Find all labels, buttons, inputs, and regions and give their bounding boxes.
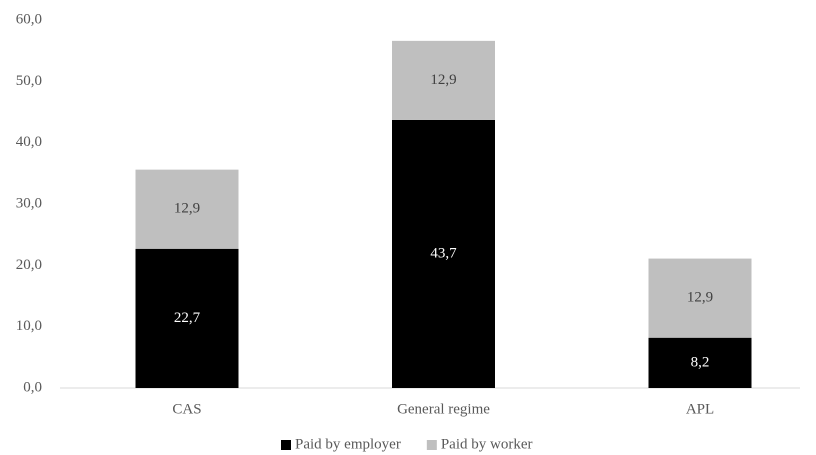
legend-label: Paid by worker — [441, 436, 533, 452]
data-label: 12,9 — [687, 290, 713, 306]
legend-swatch — [426, 440, 437, 450]
bar-segment — [135, 169, 239, 249]
bar-segment — [392, 40, 495, 120]
x-tick-label: General regime — [397, 401, 490, 417]
legend-label: Paid by employer — [295, 436, 401, 452]
bar-segment — [648, 337, 752, 388]
x-tick-label: CAS — [172, 401, 201, 417]
data-label: 43,7 — [430, 245, 457, 261]
data-label: 12,9 — [430, 72, 456, 88]
y-tick-label: 60,0 — [16, 11, 42, 27]
data-label: 22,7 — [174, 310, 201, 326]
y-tick-label: 10,0 — [16, 318, 42, 334]
legend-swatch — [281, 440, 291, 450]
y-tick-label: 40,0 — [16, 134, 42, 150]
bar-segment — [648, 258, 752, 338]
bar-segment — [392, 119, 495, 389]
y-tick-label: 50,0 — [16, 73, 42, 89]
x-tick-label: APL — [686, 401, 714, 417]
data-label: 8,2 — [691, 354, 710, 370]
y-tick-label: 0,0 — [23, 379, 42, 395]
y-tick-label: 30,0 — [16, 195, 42, 211]
data-label: 12,9 — [174, 201, 200, 217]
bar-segment — [135, 248, 239, 388]
y-tick-label: 20,0 — [16, 257, 42, 273]
